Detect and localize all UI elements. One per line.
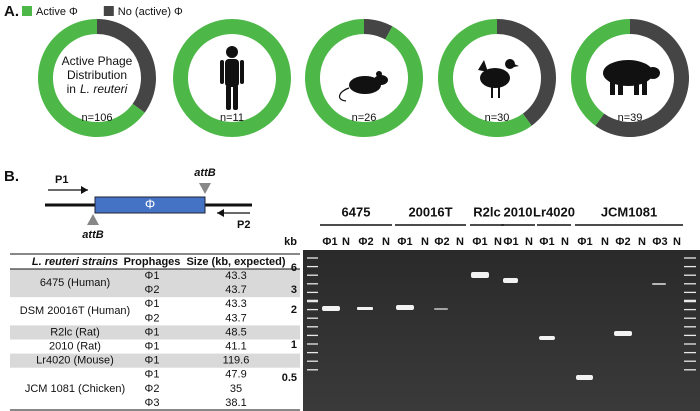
table-cell: Φ1: [145, 298, 160, 310]
lane-label: Φ1: [577, 236, 592, 248]
donut-segment: [364, 19, 393, 40]
sample-size: n=26: [352, 112, 377, 124]
lane-label: N: [638, 236, 646, 248]
primer-label: P2: [237, 219, 250, 231]
lane-label: N: [673, 236, 681, 248]
gel-unit: kb: [284, 236, 297, 248]
table-cell: 43.7: [225, 284, 246, 296]
table-row-shade: [10, 269, 300, 298]
legend-label: Active Φ: [36, 6, 78, 18]
table-header: Prophages: [124, 256, 181, 268]
donut-segment: [437, 19, 532, 138]
lane-label: Φ1: [472, 236, 487, 248]
donut-segment: [571, 19, 630, 126]
table-cell: 47.9: [225, 369, 246, 381]
table-cell: R2lc (Rat): [50, 326, 100, 338]
lane-label: N: [494, 236, 502, 248]
table-cell: DSM 20016T (Human): [20, 305, 130, 317]
icons: [220, 46, 660, 110]
sample-size: n=39: [618, 112, 643, 124]
lane-label: Φ2: [434, 236, 449, 248]
ladder-label: 3: [291, 284, 297, 296]
table-cell: Φ2: [145, 312, 160, 324]
lane-label: N: [525, 236, 533, 248]
donut-segment: [497, 19, 556, 126]
table-cell: Φ1: [145, 355, 160, 367]
table-cell: 119.6: [223, 355, 250, 367]
table-cell: 35: [230, 383, 242, 395]
lane-label: Φ3: [652, 236, 667, 248]
table-cell: 48.5: [225, 326, 246, 338]
lane-label: N: [601, 236, 609, 248]
panel-label: B.: [4, 168, 19, 185]
table-cell: Lr4020 (Mouse): [36, 355, 114, 367]
strain-label: 2010: [504, 204, 533, 219]
table-row-shade: [10, 353, 300, 368]
strain-label: 20016T: [408, 204, 452, 219]
lane-label: Φ1: [397, 236, 412, 248]
sample-size: n=106: [82, 112, 113, 124]
table-cell: JCM 1081 (Chicken): [25, 383, 125, 395]
ladder-label: 6: [291, 262, 297, 274]
donut-segment: [595, 19, 689, 137]
center-title: in L. reuteri: [67, 82, 128, 96]
table-cell: 43.7: [225, 312, 246, 324]
primer-label: P1: [55, 174, 68, 186]
gel-bands: [322, 272, 666, 380]
table-cell: 6475 (Human): [40, 277, 110, 289]
table-cell: 41.1: [225, 340, 246, 352]
lane-label: Φ2: [358, 236, 373, 248]
center-title: Active Phage: [62, 54, 133, 68]
table-cell: Φ2: [145, 284, 160, 296]
lane-label: Φ2: [615, 236, 630, 248]
table-cell: Φ2: [145, 383, 160, 395]
strain-label: Lr4020: [533, 204, 575, 219]
gel: [303, 250, 700, 411]
lane-label: Φ1: [503, 236, 518, 248]
table-cell: 2010 (Rat): [49, 340, 101, 352]
donut-segment: [97, 19, 156, 113]
strain-label: R2lc: [473, 204, 500, 219]
panel-label: A.: [4, 3, 19, 20]
legend-label: No (active) Φ: [118, 6, 183, 18]
strain-label: 6475: [342, 204, 371, 219]
table-header: L. reuteri strains: [32, 256, 118, 268]
sample-size: n=30: [485, 112, 510, 124]
table-cell: Φ1: [145, 326, 160, 338]
lane-label: Φ1: [539, 236, 554, 248]
center-title: Distribution: [67, 68, 127, 82]
att-label: attB: [194, 167, 215, 179]
ladder-label: 1: [291, 339, 297, 351]
strain-label: JCM1081: [601, 204, 657, 219]
prophage-label: Φ: [145, 196, 155, 211]
table-row-shade: [10, 325, 300, 340]
lane-label: N: [382, 236, 390, 248]
center-title-species: L. reuteri: [80, 82, 128, 96]
table-cell: Φ1: [145, 340, 160, 352]
table-cell: Φ3: [145, 397, 160, 409]
lane-label: Φ1: [322, 236, 337, 248]
att-label: attB: [82, 229, 103, 241]
table-header: Size (kb, expected): [186, 256, 285, 268]
legend-swatch: [22, 6, 32, 16]
center-title-prefix: in: [67, 82, 76, 96]
table-cell: 43.3: [225, 298, 246, 310]
table-cell: Φ1: [145, 270, 160, 282]
table-cell: 43.3: [225, 270, 246, 282]
prophage-diagram: [45, 183, 252, 225]
table-cell: 38.1: [225, 397, 246, 409]
lane-label: N: [561, 236, 569, 248]
table-cell: Φ1: [145, 369, 160, 381]
lane-label: N: [342, 236, 350, 248]
lane-label: N: [421, 236, 429, 248]
lane-label: N: [456, 236, 464, 248]
legend-swatch: [103, 6, 114, 16]
ladder-label: 2: [291, 304, 297, 316]
ladder-label: 0.5: [282, 372, 297, 384]
sample-size: n=11: [220, 112, 244, 124]
